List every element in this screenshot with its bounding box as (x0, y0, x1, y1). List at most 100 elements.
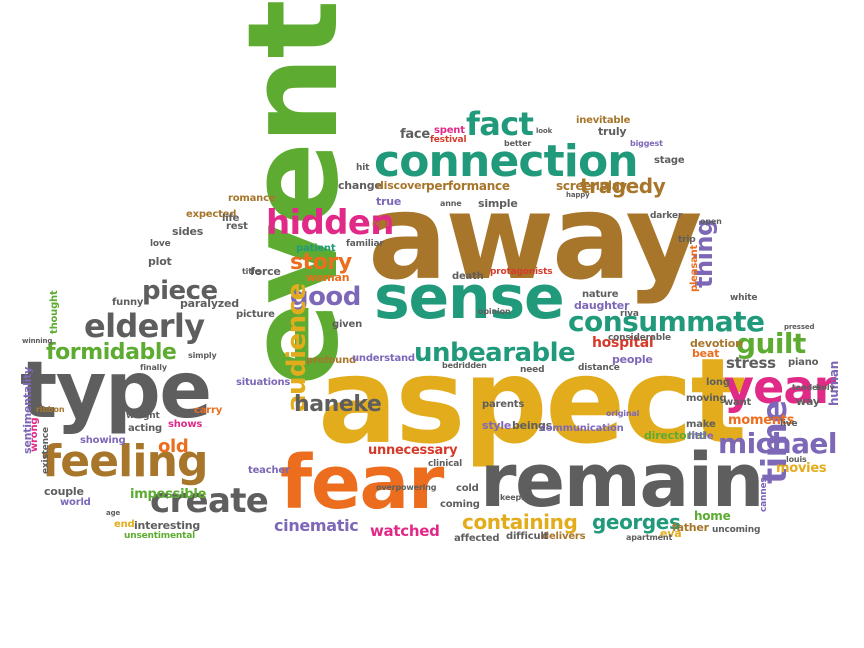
word-consummate: consummate (568, 305, 765, 338)
word-parents: parents (482, 399, 525, 410)
word-beings: beings (512, 419, 553, 432)
word-beat: beat (692, 347, 720, 360)
word-simple: simple (478, 197, 518, 210)
word-long: long (706, 377, 730, 388)
word-truly: truly (598, 125, 627, 138)
word-force: force (250, 265, 281, 278)
word-riva: riva (620, 309, 639, 319)
word-situations: situations (236, 377, 291, 388)
word-pleasant: pleasant (689, 244, 700, 292)
word-cannes: cannes (759, 477, 769, 512)
word-look: look (536, 127, 553, 135)
word-discover: discover (376, 179, 427, 192)
word-carry: carry (194, 405, 223, 416)
word-happy: happy (566, 191, 590, 199)
word-style: style (482, 419, 512, 432)
word-unbearable: unbearable (414, 338, 576, 368)
word-want: want (724, 397, 752, 408)
word-world: world (60, 497, 91, 508)
word-sides: sides (172, 225, 204, 238)
word-understand: understand (352, 353, 415, 364)
word-daughter: daughter (574, 299, 630, 312)
word-unnecessary: unnecessary (368, 443, 458, 458)
word-tender: tender (792, 383, 822, 392)
word-true: true (376, 195, 402, 208)
word-acting: acting (128, 423, 162, 434)
word-communication: communication (540, 423, 624, 434)
word-open: open (700, 217, 722, 226)
word-fear: fear (280, 440, 444, 526)
word-piano: piano (788, 357, 819, 368)
word-clinical: clinical (428, 459, 463, 469)
word-moving: moving (686, 393, 727, 404)
word-type: type (20, 346, 212, 436)
word-anne: anne (440, 199, 462, 208)
word-eva: eva (660, 527, 682, 540)
word-aspect: aspect (318, 332, 747, 470)
word-opinion: opinion (478, 307, 511, 316)
word-apartment: apartment (626, 533, 673, 542)
word-movies: movies (776, 461, 827, 476)
word-plot: plot (148, 255, 172, 268)
word-end: end (114, 519, 135, 530)
word-profound: profound (306, 355, 356, 366)
word-hit: hit (356, 163, 370, 173)
word-elderly: elderly (84, 307, 205, 345)
word-stage: stage (654, 155, 685, 166)
word-holy: holy (816, 383, 835, 392)
word-showing: showing (80, 435, 126, 446)
word-face: face (400, 127, 430, 142)
word-feeling: feeling (42, 436, 209, 487)
word-hidden: hidden (266, 203, 394, 243)
word-interesting: interesting (134, 519, 201, 532)
word-tragedy: tragedy (580, 174, 666, 198)
word-existence: existence (41, 427, 51, 474)
word-weight: weight (126, 411, 160, 421)
word-fact: fact (466, 105, 534, 143)
word-father: father (672, 521, 709, 534)
word-year: year (724, 360, 836, 414)
word-sense: sense (374, 263, 565, 333)
word-impossible: impossible (130, 487, 207, 502)
word-given: given (332, 319, 363, 330)
word-screenplay: screenplay (556, 179, 627, 193)
word-haneke: haneke (294, 392, 382, 417)
word-uncoming: uncoming (712, 525, 761, 535)
word-way: way (796, 395, 820, 408)
word-georges: georges (592, 510, 681, 534)
word-little: little (688, 431, 714, 442)
word-michael: michael (718, 427, 837, 460)
word-white: white (730, 293, 758, 303)
word-home: home (694, 509, 731, 523)
word-funny: funny (112, 297, 144, 308)
word-change: change (338, 179, 382, 192)
word-considerable: considerable (608, 333, 671, 343)
word-age: age (106, 509, 121, 517)
word-thought: thought (49, 290, 60, 334)
word-patient: patient (296, 243, 336, 254)
word-better: better (504, 139, 532, 148)
word-paralyzed: paralyzed (180, 297, 239, 310)
word-sentimentality: sentimentality (21, 366, 34, 454)
word-festival: festival (430, 135, 467, 145)
word-familiar: familiar (346, 239, 384, 249)
word-difficult: difficult (506, 531, 549, 542)
word-performance: performance (426, 179, 510, 193)
word-piece: piece (142, 276, 218, 306)
word-louis: louis (786, 455, 807, 464)
word-spent: spent (434, 125, 465, 136)
word-make: make (686, 419, 716, 430)
word-away: away (368, 168, 702, 306)
word-biggest: biggest (630, 139, 663, 148)
word-rest: rest (226, 221, 248, 232)
word-shows: shows (168, 419, 203, 430)
word-good: good (290, 282, 361, 312)
word-delivers: delivers (542, 531, 586, 542)
word-nature: nature (582, 289, 619, 300)
word-pressed: pressed (784, 323, 815, 331)
word-simply: simply (188, 351, 217, 360)
word-hospital: hospital (592, 335, 654, 351)
word-remain: remain (480, 438, 764, 524)
word-need: need (520, 365, 545, 375)
word-inevitable: inevitable (576, 115, 631, 126)
